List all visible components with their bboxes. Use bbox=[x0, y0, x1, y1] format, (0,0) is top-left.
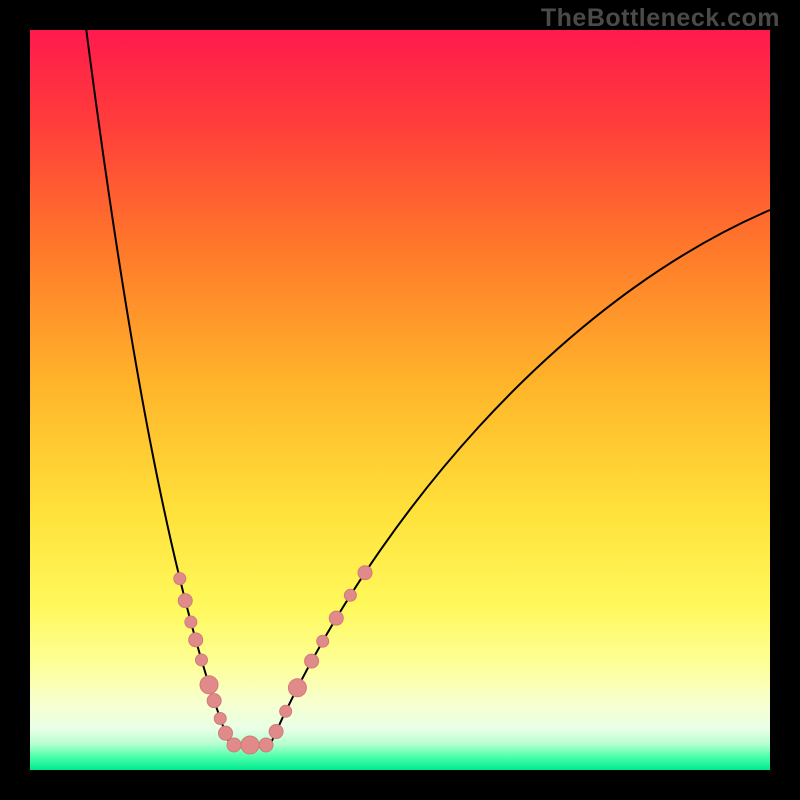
bottleneck-curve bbox=[85, 20, 770, 745]
data-marker bbox=[200, 676, 218, 694]
data-marker bbox=[178, 594, 192, 608]
data-marker bbox=[174, 573, 186, 585]
data-marker bbox=[219, 726, 233, 740]
data-marker bbox=[305, 654, 319, 668]
data-marker bbox=[189, 633, 203, 647]
data-marker bbox=[195, 654, 207, 666]
data-marker bbox=[280, 705, 292, 717]
data-marker bbox=[207, 694, 221, 708]
data-marker bbox=[214, 712, 226, 724]
data-marker bbox=[227, 738, 241, 752]
data-marker bbox=[344, 589, 356, 601]
data-marker bbox=[241, 736, 259, 754]
data-marker bbox=[185, 616, 197, 628]
data-marker bbox=[269, 725, 283, 739]
curve-overlay bbox=[0, 0, 800, 800]
chart-frame: TheBottleneck.com bbox=[0, 0, 800, 800]
data-marker bbox=[358, 566, 372, 580]
data-marker bbox=[329, 611, 343, 625]
data-marker bbox=[288, 679, 306, 697]
data-marker bbox=[317, 635, 329, 647]
data-marker bbox=[259, 738, 273, 752]
